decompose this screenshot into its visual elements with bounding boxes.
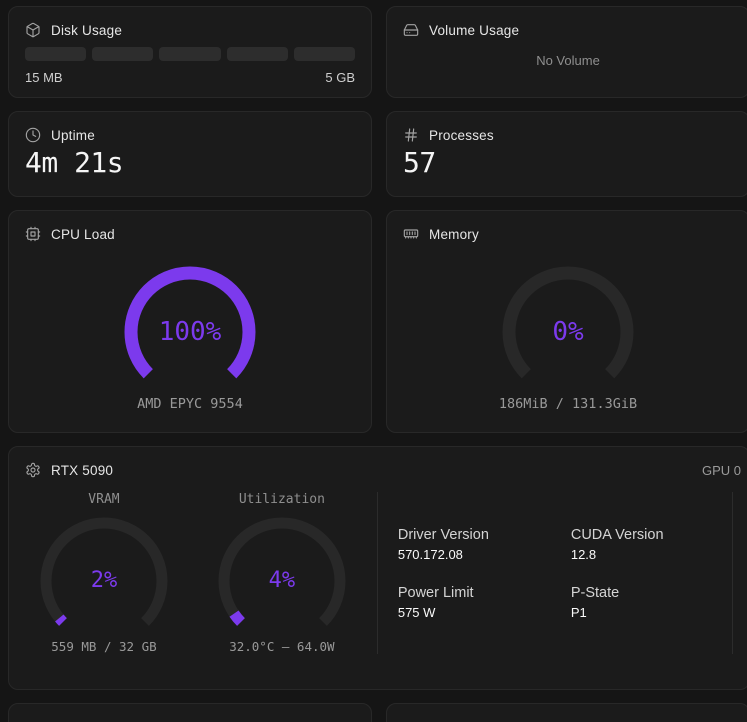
gpu-info-cuda: CUDA Version 12.8 [571, 527, 664, 562]
cpu-load-card: CPU Load 100% AMD EPYC 9554 [8, 210, 372, 433]
utilization-label: Utilization [238, 492, 325, 507]
partial-card-left [8, 703, 372, 722]
gpu-info-grid: Driver Version 570.172.08 CUDA Version 1… [398, 527, 664, 620]
disk-usage-footer: 15 MB 5 GB [25, 70, 355, 85]
gpu-utilization-column: Utilization 4% 32.0°C — 64.0W [199, 492, 365, 654]
disk-usage-card: Disk Usage 15 MB 5 GB [8, 6, 372, 98]
memory-gauge: 0% [498, 266, 638, 386]
cuda-version-value: 12.8 [570, 546, 597, 562]
gpu-card: RTX 5090 GPU 0 VRAM 2% 559 MB / 32 GB Ut… [8, 446, 747, 690]
utilization-gauge: 4% [217, 517, 347, 629]
disk-usage-header: Disk Usage [25, 22, 355, 38]
gpu-title: RTX 5090 [51, 462, 114, 478]
cpu-model-label: AMD EPYC 9554 [137, 396, 243, 412]
volume-empty-label: No Volume [536, 53, 600, 68]
pstate-value: P1 [570, 604, 587, 620]
uptime-value: 4m 21s [25, 146, 124, 179]
memory-icon [403, 226, 419, 242]
memory-card: Memory 0% 186MiB / 131.3GiB [386, 210, 747, 433]
volume-usage-title: Volume Usage [429, 22, 520, 38]
box-icon [25, 22, 41, 38]
volume-usage-card: Volume Usage No Volume [386, 6, 747, 98]
disk-usage-segment-bar [25, 47, 356, 61]
power-limit-label: Power Limit [397, 584, 474, 601]
gpu-info-power-limit: Power Limit 575 W [398, 585, 571, 620]
pstate-label: P-State [570, 584, 620, 601]
processes-card: Processes 57 [386, 111, 747, 197]
cpu-gauge-arc [124, 266, 256, 379]
disk-used-label: 15 MB [25, 70, 63, 85]
hash-icon [403, 127, 419, 143]
utilization-gauge-percent: 4% [268, 568, 296, 593]
gpu-vram-column: VRAM 2% 559 MB / 32 GB [21, 492, 187, 654]
disk-usage-title: Disk Usage [51, 22, 123, 38]
vram-usage-label: 559 MB / 32 GB [51, 639, 157, 654]
driver-version-label: Driver Version [397, 526, 489, 543]
processes-header: Processes [403, 127, 733, 143]
uptime-title: Uptime [51, 127, 95, 143]
disk-segment [159, 47, 221, 61]
processes-value: 57 [403, 146, 436, 179]
power-limit-value: 575 W [397, 604, 436, 620]
memory-gauge-arc [502, 266, 634, 379]
disk-segment [92, 47, 154, 61]
vram-gauge-arc [40, 517, 168, 626]
uptime-card: Uptime 4m 21s [8, 111, 372, 197]
volume-usage-header: Volume Usage [403, 22, 733, 38]
vram-gauge: 2% [39, 517, 169, 629]
cuda-version-label: CUDA Version [570, 526, 664, 543]
gpu-temp-power-label: 32.0°C — 64.0W [229, 639, 335, 654]
clock-icon [25, 127, 41, 143]
disk-segment [25, 47, 87, 61]
memory-header: Memory [403, 226, 733, 242]
driver-version-value: 570.172.08 [397, 546, 463, 562]
cpu-load-header: CPU Load [25, 226, 355, 242]
gpu-info-driver: Driver Version 570.172.08 [398, 527, 571, 562]
memory-title: Memory [429, 226, 479, 242]
processes-title: Processes [429, 127, 494, 143]
vram-gauge-percent: 2% [90, 568, 118, 593]
gpu-header: RTX 5090 GPU 0 [25, 462, 741, 478]
gpu-info-section: Driver Version 570.172.08 CUDA Version 1… [376, 492, 733, 654]
gpu-gauges-section: VRAM 2% 559 MB / 32 GB Utilization 4% 32… [9, 492, 377, 654]
memory-gauge-percent: 0% [552, 317, 584, 347]
cpu-gauge-percent: 100% [158, 317, 222, 347]
utilization-gauge-arc [218, 517, 346, 626]
memory-usage-label: 186MiB / 131.3GiB [498, 396, 638, 412]
disk-segment [293, 47, 356, 61]
hard-drive-icon [403, 22, 419, 38]
gpu-title-group: RTX 5090 [25, 462, 113, 478]
cpu-load-title: CPU Load [51, 226, 115, 242]
gpu-body: VRAM 2% 559 MB / 32 GB Utilization 4% 32… [9, 492, 733, 654]
uptime-header: Uptime [25, 127, 355, 143]
gpu-index-badge: GPU 0 [701, 462, 741, 478]
cpu-icon [25, 226, 41, 242]
gpu-info-pstate: P-State P1 [571, 585, 664, 620]
vram-label: VRAM [88, 492, 120, 507]
partial-card-right [386, 703, 747, 722]
disk-total-label: 5 GB [325, 70, 355, 85]
disk-segment [226, 47, 288, 61]
cpu-gauge: 100% [120, 266, 260, 386]
gear-icon [25, 462, 41, 478]
